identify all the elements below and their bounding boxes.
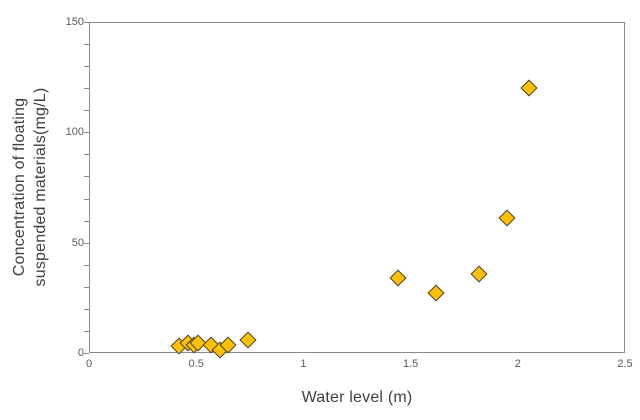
x-tick-label: 2 [514, 358, 521, 370]
y-tick-mark [84, 132, 89, 133]
y-tick-label: 100 [65, 126, 84, 139]
y-tick-label: 0 [77, 347, 84, 359]
y-axis-title-line1: Concentration of floating [11, 97, 28, 277]
y-tick-mark [84, 309, 89, 310]
y-tick-mark [84, 243, 89, 244]
y-tick-mark [84, 353, 89, 354]
y-tick-label: 150 [65, 16, 84, 28]
y-tick-label: 50 [71, 236, 84, 249]
y-tick-mark [84, 88, 89, 89]
y-tick-mark [84, 22, 89, 23]
y-tick-mark [84, 221, 89, 222]
y-tick-mark [84, 154, 89, 155]
x-tick-label: 0.5 [188, 358, 204, 370]
y-axis-title: Concentration of floating suspended mate… [9, 7, 53, 367]
x-tick-label: 1 [300, 358, 307, 370]
plot-area [89, 22, 625, 353]
y-axis-title-line2: suspended materials(mg/L) [32, 87, 49, 287]
x-axis-title: Water level (m) [301, 389, 413, 406]
y-tick-mark [84, 110, 89, 111]
y-tick-mark [84, 66, 89, 67]
y-tick-mark [84, 176, 89, 177]
x-tick-label: 0 [85, 358, 93, 370]
y-tick-mark [84, 44, 89, 45]
x-tick-label: 2.5 [617, 358, 633, 370]
x-tick-label: 1.5 [402, 358, 419, 370]
y-tick-mark [84, 331, 89, 332]
y-tick-mark [84, 199, 89, 200]
y-tick-mark [84, 265, 89, 266]
y-tick-mark [84, 287, 89, 288]
